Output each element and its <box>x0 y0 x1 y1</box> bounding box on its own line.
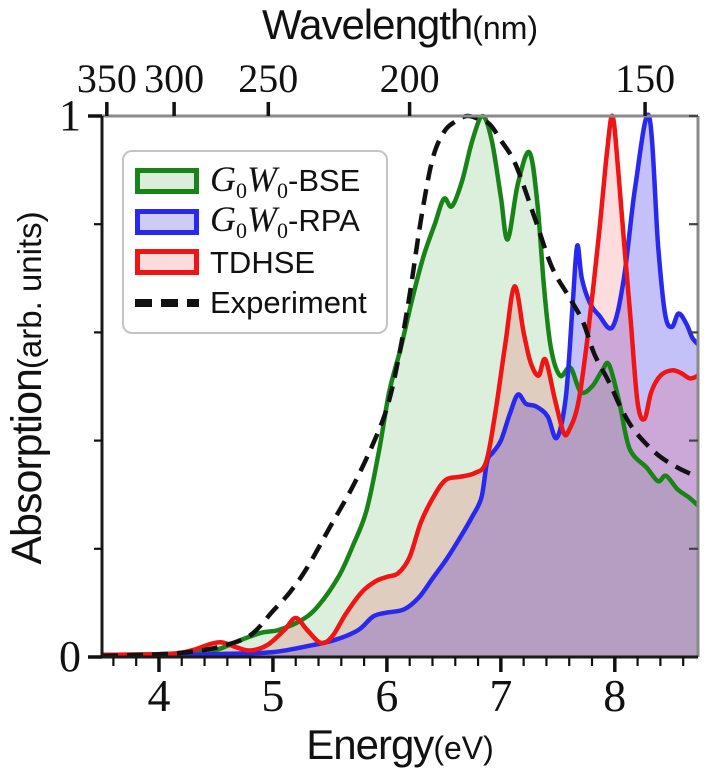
legend-swatch-g0w0-rpa <box>135 208 199 235</box>
curve-experiment <box>102 113 698 657</box>
wavelength-tick-label: 350 <box>77 56 137 101</box>
legend-swatch-tdhse <box>135 249 199 276</box>
x-tick-label: 7 <box>489 670 512 721</box>
legend-label-segment: -BSE <box>288 162 361 198</box>
top-axis-title: Wavelength (nm) <box>102 4 698 50</box>
legend-label-g0w0-bse: G0W0-BSE <box>210 161 360 202</box>
x-tick-label: 6 <box>375 670 398 721</box>
x-tick-label: 5 <box>261 670 284 721</box>
legend-dash-swatch <box>135 298 199 307</box>
legend-swatch-g0w0-bse <box>135 168 199 194</box>
x-axis-title: Energy (eV) <box>102 724 698 772</box>
legend-item-g0w0-rpa: G0W0-RPA <box>135 201 380 242</box>
legend-label-tdhse: TDHSE <box>210 247 315 278</box>
curve-fill-g0w0-rpa <box>102 114 698 657</box>
x-tick-label: 8 <box>603 670 626 721</box>
legend: G0W0-BSE G0W0-RPA TDHSE Experiment <box>122 150 388 334</box>
curve-fill-g0w0-bse <box>102 116 698 657</box>
legend-label-g0w0-rpa: G0W0-RPA <box>210 201 360 242</box>
y-tick-label: 0 <box>59 632 81 681</box>
wavelength-tick-label: 150 <box>615 56 675 101</box>
wavelength-tick-label: 300 <box>144 56 204 101</box>
wavelength-tick-label: 250 <box>238 56 298 101</box>
x-axis-title-text: Energy <box>306 721 434 768</box>
legend-label-segment: -RPA <box>288 203 360 239</box>
legend-item-tdhse: TDHSE <box>135 244 380 280</box>
legend-label-segment: TDHSE <box>210 244 316 280</box>
curve-g0w0-rpa <box>102 112 698 657</box>
x-tick-label: 4 <box>147 670 170 721</box>
legend-label-segment: Experiment <box>210 285 367 321</box>
y-tick-label: 1 <box>59 91 81 140</box>
x-axis-title-unit: (eV) <box>433 730 494 766</box>
y-axis-title-text: Absorption <box>3 369 51 565</box>
wavelength-tick-label: 200 <box>380 56 440 101</box>
legend-item-g0w0-bse: G0W0-BSE <box>135 161 380 202</box>
top-axis-title-unit: (nm) <box>472 10 538 46</box>
legend-label-segment: G <box>210 158 236 199</box>
legend-label-segment: 0 <box>277 218 288 244</box>
legend-label-segment: 0 <box>236 177 247 203</box>
curve-fill-tdhse <box>102 115 698 657</box>
legend-label-segment: 0 <box>236 218 247 244</box>
legend-label-segment: 0 <box>277 177 288 203</box>
y-axis-title: Absorption (arb. units) <box>3 86 54 690</box>
legend-label-segment: W <box>247 158 277 199</box>
legend-label-experiment: Experiment <box>210 287 367 318</box>
top-axis-title-text: Wavelength <box>262 1 473 48</box>
legend-label-segment: G <box>210 199 236 240</box>
legend-label-segment: W <box>247 199 277 240</box>
curve-tdhse <box>102 113 698 657</box>
legend-item-experiment: Experiment <box>135 285 380 321</box>
y-axis-title-unit: (arb. units) <box>11 211 48 370</box>
